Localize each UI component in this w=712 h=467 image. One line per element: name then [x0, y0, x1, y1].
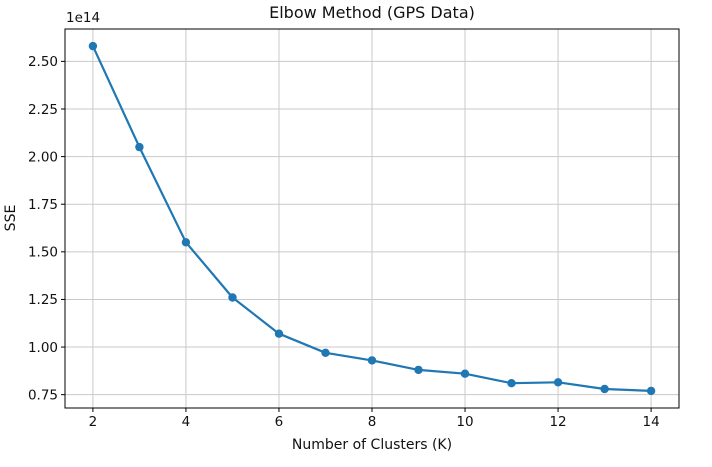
- x-tick-label: 6: [275, 414, 284, 430]
- data-point: [181, 238, 191, 247]
- y-tick-label: 1.75: [28, 197, 58, 213]
- data-point: [507, 379, 516, 388]
- data-point: [553, 378, 563, 387]
- y-tick-label: 0.75: [28, 387, 58, 403]
- y-axis-label: SSE: [3, 204, 19, 232]
- x-axis-label: Number of Clusters (K): [291, 437, 453, 453]
- x-tick-label: 8: [368, 414, 377, 430]
- data-point: [135, 142, 144, 152]
- data-point: [460, 369, 470, 378]
- x-tick-label: 4: [182, 414, 191, 430]
- y-tick-label: 2.00: [28, 149, 58, 165]
- data-point: [646, 386, 656, 396]
- chart-title: Elbow Method (GPS Data): [269, 3, 475, 22]
- x-tick-label: 12: [549, 414, 566, 430]
- x-tick-label: 14: [642, 414, 659, 430]
- data-point: [88, 41, 98, 51]
- y-tick-label: 2.50: [28, 54, 58, 70]
- data-point: [367, 356, 377, 365]
- y-tick-label: 2.25: [28, 102, 58, 118]
- data-point: [414, 365, 423, 375]
- data-point: [321, 348, 330, 357]
- y-tick-label: 1.50: [28, 245, 58, 261]
- data-point: [274, 329, 284, 338]
- x-tick-label: 10: [456, 414, 473, 430]
- y-tick-label: 1.25: [28, 292, 58, 308]
- data-point: [600, 384, 609, 394]
- y-axis-offset-text: 1e14: [66, 10, 101, 26]
- y-tick-label: 1.00: [28, 340, 58, 356]
- data-point: [228, 293, 237, 302]
- x-tick-label: 2: [89, 414, 98, 430]
